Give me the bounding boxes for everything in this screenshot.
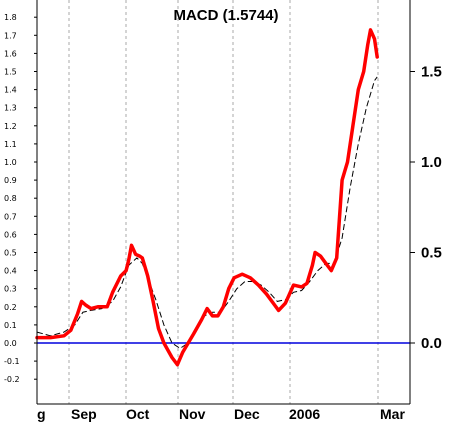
left-tick-label: -0.2 <box>4 375 20 384</box>
left-tick-label: 0.6 <box>4 230 17 239</box>
left-tick-label: 0.0 <box>4 339 17 348</box>
left-tick-label: 0.7 <box>4 212 17 221</box>
left-tick-label: 1.4 <box>4 86 17 95</box>
left-tick-label: 1.5 <box>4 68 17 77</box>
x-tick-label: Sep <box>71 406 97 422</box>
chart-title: MACD (1.5744) <box>173 7 278 24</box>
left-tick-label: 1.8 <box>4 13 17 22</box>
x-tick-label: Mar <box>380 406 405 422</box>
x-tick-label: g <box>37 406 46 422</box>
x-tick-label: Nov <box>179 406 206 422</box>
macd-line <box>35 28 379 367</box>
left-tick-label: 0.3 <box>4 285 17 294</box>
x-tick-label: Dec <box>234 406 260 422</box>
left-tick-label: 0.5 <box>4 249 17 258</box>
left-tick-label: 0.2 <box>4 303 17 312</box>
left-tick-label: 0.1 <box>4 321 17 330</box>
left-tick-label: 1.2 <box>4 122 17 131</box>
left-tick-label: 1.6 <box>4 49 17 58</box>
right-tick-label: 0.0 <box>421 335 442 352</box>
right-tick-label: 1.0 <box>421 154 442 171</box>
left-tick-label: 0.8 <box>4 194 17 203</box>
left-tick-label: 0.4 <box>4 267 17 276</box>
x-tick-label: 2006 <box>289 406 320 422</box>
left-tick-label: 1.7 <box>4 31 17 40</box>
left-tick-label: 1.0 <box>4 158 17 167</box>
left-tick-label: -0.1 <box>4 357 20 366</box>
x-tick-label: Oct <box>126 406 150 422</box>
left-tick-label: 1.1 <box>4 140 17 149</box>
left-tick-label: 1.3 <box>4 104 17 113</box>
right-tick-label: 0.5 <box>421 245 442 262</box>
right-tick-label: 1.5 <box>421 64 442 81</box>
left-tick-label: 0.9 <box>4 176 17 185</box>
